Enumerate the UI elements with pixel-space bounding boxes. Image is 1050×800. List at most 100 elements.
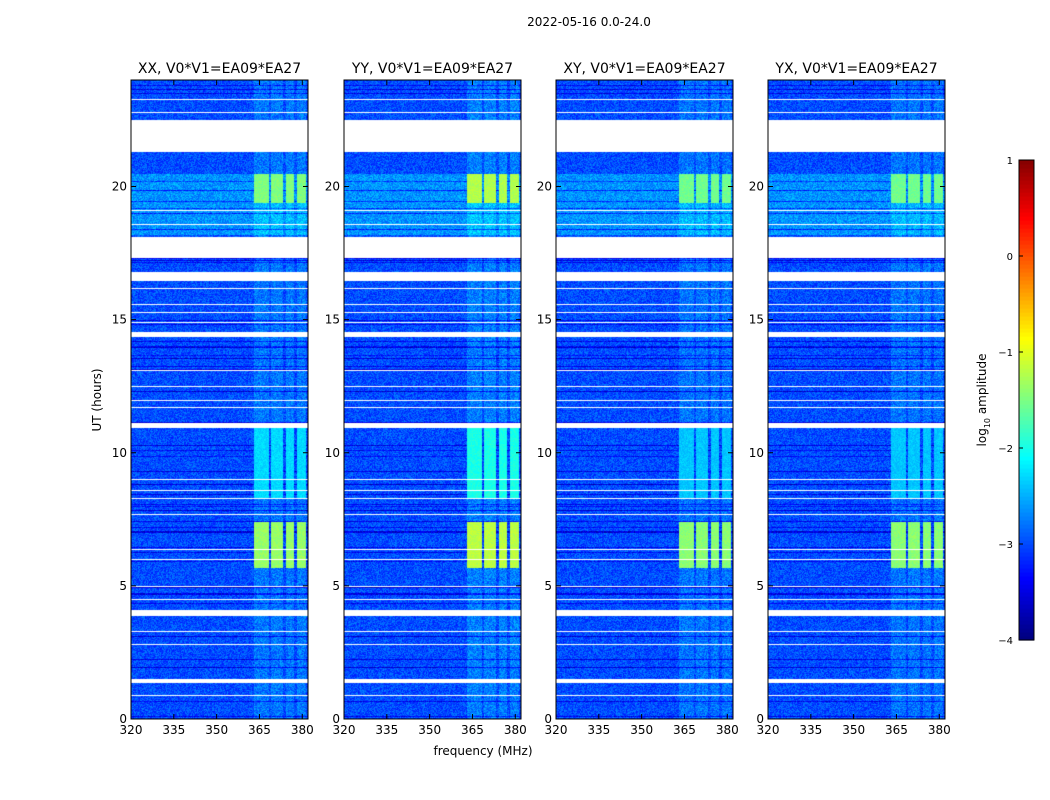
colorbar-segment xyxy=(1019,316,1034,321)
colorbar-segment xyxy=(1019,236,1034,241)
colorbar-segment xyxy=(1019,232,1034,237)
colorbar-tick-label: −3 xyxy=(998,540,1013,551)
colorbar-segment xyxy=(1019,560,1034,565)
colorbar-segment xyxy=(1019,216,1034,221)
panel-frame xyxy=(555,79,734,720)
colorbar-segment xyxy=(1019,628,1034,633)
colorbar-segment xyxy=(1019,332,1034,337)
colorbar-segment xyxy=(1019,468,1034,473)
colorbar-segment xyxy=(1019,168,1034,173)
colorbar-segment xyxy=(1019,592,1034,597)
panel-heatmap xyxy=(344,80,521,719)
colorbar-segment xyxy=(1019,424,1034,429)
colorbar-segment xyxy=(1019,632,1034,637)
colorbar-segment xyxy=(1019,524,1034,529)
colorbar-segment xyxy=(1019,288,1034,293)
colorbar-tick-label: −2 xyxy=(998,444,1013,455)
colorbar-segment xyxy=(1019,172,1034,177)
x-tick-label: 380 xyxy=(291,723,314,737)
colorbar-segment xyxy=(1019,280,1034,285)
x-tick-label: 365 xyxy=(248,723,271,737)
colorbar-segment xyxy=(1019,352,1034,357)
colorbar-segment xyxy=(1019,412,1034,417)
colorbar-segment xyxy=(1019,496,1034,501)
panel-frame xyxy=(767,79,946,720)
x-tick-label: 335 xyxy=(799,723,822,737)
colorbar-tick-label: 1 xyxy=(1007,156,1013,167)
colorbar-segment xyxy=(1019,588,1034,593)
colorbar-segment xyxy=(1019,368,1034,373)
colorbar-segment xyxy=(1019,580,1034,585)
panel-frame xyxy=(343,79,522,720)
colorbar-segment xyxy=(1019,196,1034,201)
colorbar-segment xyxy=(1019,220,1034,225)
y-tick-label: 5 xyxy=(332,579,340,593)
panel-xy: XY, V0*V1=EA09*EA27 320 335 350 365 380 0 5 10 15… xyxy=(537,61,739,737)
colorbar-segment xyxy=(1019,516,1034,521)
colorbar-segment xyxy=(1019,164,1034,169)
colorbar-segment xyxy=(1019,340,1034,345)
panel-yy: YY, V0*V1=EA09*EA27 320 335 350 365 380 0 5 10 15… xyxy=(325,61,527,737)
colorbar-segment xyxy=(1019,240,1034,245)
y-tick-label: 0 xyxy=(544,712,552,726)
colorbar-segment xyxy=(1019,552,1034,557)
x-tick-label: 350 xyxy=(630,723,653,737)
colorbar-segment xyxy=(1019,408,1034,413)
colorbar-segment xyxy=(1019,364,1034,369)
x-tick-label: 320 xyxy=(333,723,356,737)
colorbar-segment xyxy=(1019,404,1034,409)
colorbar-segment xyxy=(1019,500,1034,505)
colorbar-segment xyxy=(1019,360,1034,365)
colorbar-segment xyxy=(1019,600,1034,605)
panel-xx: XX, V0*V1=EA09*EA27 320 335 350 365 380 0 5 10 15… xyxy=(112,61,314,737)
x-tick-label: 350 xyxy=(205,723,228,737)
colorbar-segment xyxy=(1019,356,1034,361)
y-axis-label: UT (hours) xyxy=(90,368,104,431)
panels: XX, V0*V1=EA09*EA27 320 335 350 365 380 0 5 10 15… xyxy=(112,61,951,737)
colorbar-segment xyxy=(1019,564,1034,569)
colorbar-segment xyxy=(1019,504,1034,509)
y-tick-label: 0 xyxy=(756,712,764,726)
colorbar-segment xyxy=(1019,204,1034,209)
y-tick-label: 0 xyxy=(332,712,340,726)
x-tick-label: 350 xyxy=(842,723,865,737)
x-tick-label: 350 xyxy=(418,723,441,737)
colorbar-segment xyxy=(1019,548,1034,553)
y-tick-label: 15 xyxy=(325,313,340,327)
colorbar-segment xyxy=(1019,380,1034,385)
colorbar-segment xyxy=(1019,248,1034,253)
y-tick-label: 10 xyxy=(537,446,552,460)
colorbar-tick-label: −1 xyxy=(998,348,1013,359)
colorbar-segment xyxy=(1019,388,1034,393)
colorbar-segment xyxy=(1019,188,1034,193)
colorbar-segment xyxy=(1019,176,1034,181)
x-tick-label: 380 xyxy=(504,723,527,737)
colorbar-segment xyxy=(1019,536,1034,541)
colorbar-label: log10 amplitude xyxy=(975,354,992,447)
colorbar-segment xyxy=(1019,224,1034,229)
colorbar-segment xyxy=(1019,636,1034,641)
colorbar-segment xyxy=(1019,444,1034,449)
colorbar-segment xyxy=(1019,264,1034,269)
colorbar-segment xyxy=(1019,488,1034,493)
colorbar-segment xyxy=(1019,440,1034,445)
colorbar-segment xyxy=(1019,472,1034,477)
colorbar-segment xyxy=(1019,596,1034,601)
panel-heatmap xyxy=(556,80,733,719)
colorbar-segment xyxy=(1019,608,1034,613)
colorbar-segment xyxy=(1019,256,1034,261)
colorbar-label-rest: amplitude xyxy=(975,354,989,418)
colorbar-segment xyxy=(1019,268,1034,273)
colorbar-segment xyxy=(1019,584,1034,589)
y-tick-label: 15 xyxy=(112,313,127,327)
colorbar-segment xyxy=(1019,308,1034,313)
colorbar-segment xyxy=(1019,612,1034,617)
colorbar-segment xyxy=(1019,320,1034,325)
x-tick-label: 365 xyxy=(461,723,484,737)
panel-frame xyxy=(130,79,309,720)
colorbar-segment xyxy=(1019,432,1034,437)
panel-yx: YX, V0*V1=EA09*EA27 320 335 350 365 380 0 5 10 15… xyxy=(749,61,951,737)
colorbar-segment xyxy=(1019,372,1034,377)
y-tick-label: 5 xyxy=(119,579,127,593)
colorbar-segment xyxy=(1019,304,1034,309)
